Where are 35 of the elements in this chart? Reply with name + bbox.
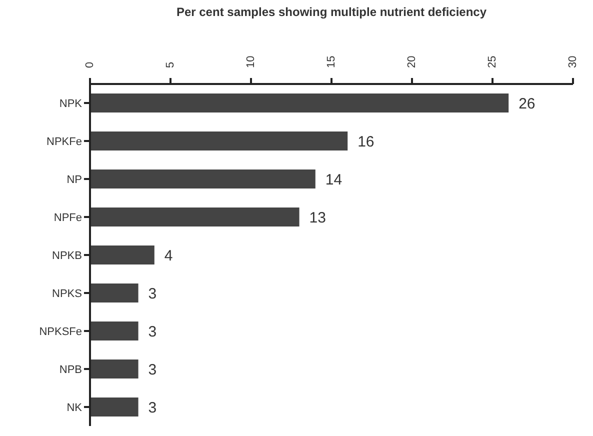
data-label: 3 xyxy=(148,399,157,416)
x-tick-label: 15 xyxy=(326,56,338,68)
data-label: 4 xyxy=(164,247,173,264)
bar xyxy=(90,398,138,416)
y-tick-label: NPK xyxy=(59,98,83,110)
x-tick-label: 25 xyxy=(486,56,498,68)
bar xyxy=(90,246,154,264)
bar xyxy=(90,170,316,188)
data-label: 13 xyxy=(309,209,326,226)
data-label: 3 xyxy=(148,323,157,340)
y-tick-label: NPKSFe xyxy=(39,326,82,338)
data-label: 14 xyxy=(325,171,342,188)
y-tick-label: NK xyxy=(66,402,83,414)
bar xyxy=(90,284,138,302)
data-label: 26 xyxy=(518,95,536,112)
x-tick-label: 30 xyxy=(567,56,579,68)
x-tick-label: 5 xyxy=(164,62,176,68)
y-tick-label: NP xyxy=(66,174,82,186)
data-label: 3 xyxy=(148,361,157,378)
bar xyxy=(90,132,348,150)
x-axis-title: Per cent samples showing multiple nutrient deficiency xyxy=(175,4,488,21)
y-tick-label: NPFe xyxy=(54,212,82,224)
y-tick-label: NPKS xyxy=(52,288,82,300)
data-label: 16 xyxy=(358,133,374,150)
y-tick-label: NPKB xyxy=(52,250,82,262)
bar xyxy=(90,94,509,112)
x-tick-label: 20 xyxy=(406,56,418,68)
bar xyxy=(90,322,138,340)
y-tick-label: NPB xyxy=(59,364,82,376)
x-tick-label: 10 xyxy=(245,56,257,68)
bar xyxy=(90,360,138,378)
y-tick-label: NPKFe xyxy=(46,136,82,148)
data-label: 3 xyxy=(148,285,157,302)
x-tick-label: 0 xyxy=(84,62,96,68)
bar xyxy=(90,208,300,226)
